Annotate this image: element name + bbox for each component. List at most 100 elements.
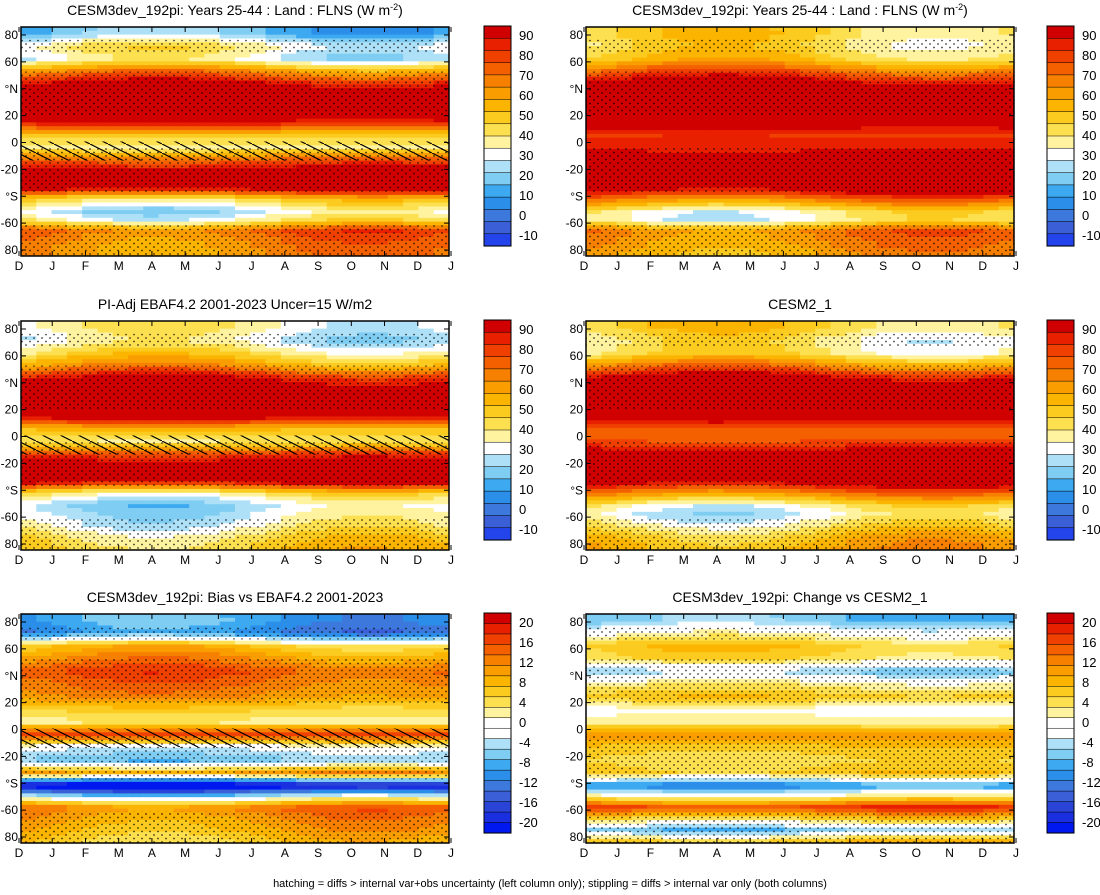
- heatmap-cell: [433, 30, 449, 36]
- heatmap-cell: [51, 321, 68, 326]
- heatmap-cell: [51, 416, 68, 421]
- heatmap-cell: [36, 126, 53, 131]
- heatmap-cell: [112, 221, 129, 227]
- heatmap-cell: [51, 328, 68, 334]
- heatmap-cell: [143, 321, 160, 326]
- heatmap-cell: [418, 118, 435, 124]
- heatmap-cell: [82, 194, 99, 200]
- heatmap-cell: [907, 141, 923, 146]
- heatmap-cell: [219, 57, 236, 62]
- heatmap-cell: [433, 210, 449, 215]
- heatmap-cell: [21, 114, 37, 120]
- heatmap-cell: [21, 324, 37, 330]
- heatmap-cell: [738, 210, 755, 215]
- heatmap-cell: [342, 191, 358, 196]
- heatmap-cell: [631, 141, 648, 146]
- heatmap-cell: [418, 359, 435, 364]
- heatmap-cell: [36, 210, 53, 215]
- heatmap-cell: [357, 328, 374, 334]
- heatmap-cell: [769, 68, 786, 74]
- heatmap-cell: [235, 347, 251, 353]
- heatmap-cell: [968, 194, 985, 200]
- heatmap-cell: [601, 137, 618, 143]
- heatmap-cell: [372, 424, 389, 429]
- heatmap-cell: [143, 217, 160, 223]
- heatmap-cell: [112, 198, 129, 204]
- heatmap-cell: [66, 30, 83, 36]
- heatmap-cell: [51, 130, 68, 135]
- heatmap-cell: [983, 210, 1000, 215]
- heatmap-cell: [173, 68, 190, 74]
- heatmap-cell: [418, 412, 435, 418]
- heatmap-cell: [907, 65, 923, 70]
- heatmap-cell: [296, 34, 313, 40]
- lat-tick-label: -60: [566, 216, 584, 230]
- heatmap-cell: [342, 61, 358, 66]
- heatmap-cell: [51, 210, 68, 215]
- heatmap-cell: [586, 221, 602, 227]
- heatmap-cell: [784, 191, 801, 196]
- heatmap-cell: [601, 198, 618, 204]
- heatmap-cell: [250, 420, 267, 425]
- heatmap-cell: [143, 488, 160, 494]
- heatmap-cell: [723, 221, 740, 227]
- heatmap-cell: [403, 114, 420, 120]
- heatmap-cell: [235, 53, 251, 59]
- heatmap-cell: [677, 34, 694, 40]
- heatmap-cell: [723, 118, 740, 124]
- heatmap-cell: [204, 351, 221, 356]
- heatmap-cell: [968, 61, 985, 66]
- heatmap-cell: [387, 362, 404, 368]
- heatmap-cell: [998, 61, 1014, 66]
- heatmap-cell: [815, 122, 832, 127]
- heatmap-cell: [372, 118, 389, 124]
- heatmap-cell: [418, 324, 435, 330]
- heatmap-cell: [128, 217, 144, 223]
- heatmap-cell: [800, 53, 816, 59]
- heatmap-cell: [97, 130, 114, 135]
- colorbar-swatch: [1046, 111, 1075, 125]
- heatmap-cell: [968, 122, 985, 127]
- heatmap-cell: [66, 68, 83, 74]
- heatmap-cell: [204, 500, 221, 505]
- heatmap-cell: [616, 198, 633, 204]
- heatmap-cell: [387, 202, 404, 207]
- heatmap-cell: [937, 57, 954, 62]
- heatmap-cell: [326, 221, 343, 227]
- heatmap-cell: [433, 355, 449, 360]
- heatmap-cell: [280, 65, 297, 70]
- heatmap-cell: [861, 130, 878, 135]
- heatmap-cell: [723, 137, 740, 143]
- heatmap-cell: [662, 61, 679, 66]
- heatmap-cell: [189, 53, 206, 59]
- heatmap-cell: [754, 34, 771, 40]
- heatmap-cell: [235, 485, 251, 490]
- heatmap-cell: [143, 351, 160, 356]
- heatmap-cell: [21, 198, 37, 204]
- heatmap-cell: [97, 500, 114, 505]
- heatmap-cell: [235, 194, 251, 200]
- heatmap-cell: [36, 511, 53, 517]
- heatmap-cell: [128, 61, 144, 66]
- heatmap-cell: [769, 145, 786, 150]
- heatmap-cell: [296, 488, 313, 494]
- heatmap-cell: [128, 194, 144, 200]
- heatmap-cell: [357, 61, 374, 66]
- heatmap-cell: [280, 27, 297, 32]
- heatmap-cell: [342, 217, 358, 223]
- heatmap-cell: [433, 515, 449, 521]
- heatmap-cell: [387, 355, 404, 360]
- heatmap-cell: [616, 114, 633, 120]
- heatmap-cell: [296, 126, 313, 131]
- heatmap-cell: [907, 68, 923, 74]
- heatmap-cell: [66, 118, 83, 124]
- heatmap-cell: [82, 328, 99, 334]
- heatmap-cell: [922, 122, 939, 127]
- heatmap-cell: [21, 118, 37, 124]
- heatmap-cell: [952, 191, 969, 196]
- heatmap-cell: [189, 416, 206, 421]
- heatmap-cell: [418, 347, 435, 353]
- heatmap-cell: [311, 324, 328, 330]
- heatmap-cell: [357, 351, 374, 356]
- heatmap-cell: [387, 126, 404, 131]
